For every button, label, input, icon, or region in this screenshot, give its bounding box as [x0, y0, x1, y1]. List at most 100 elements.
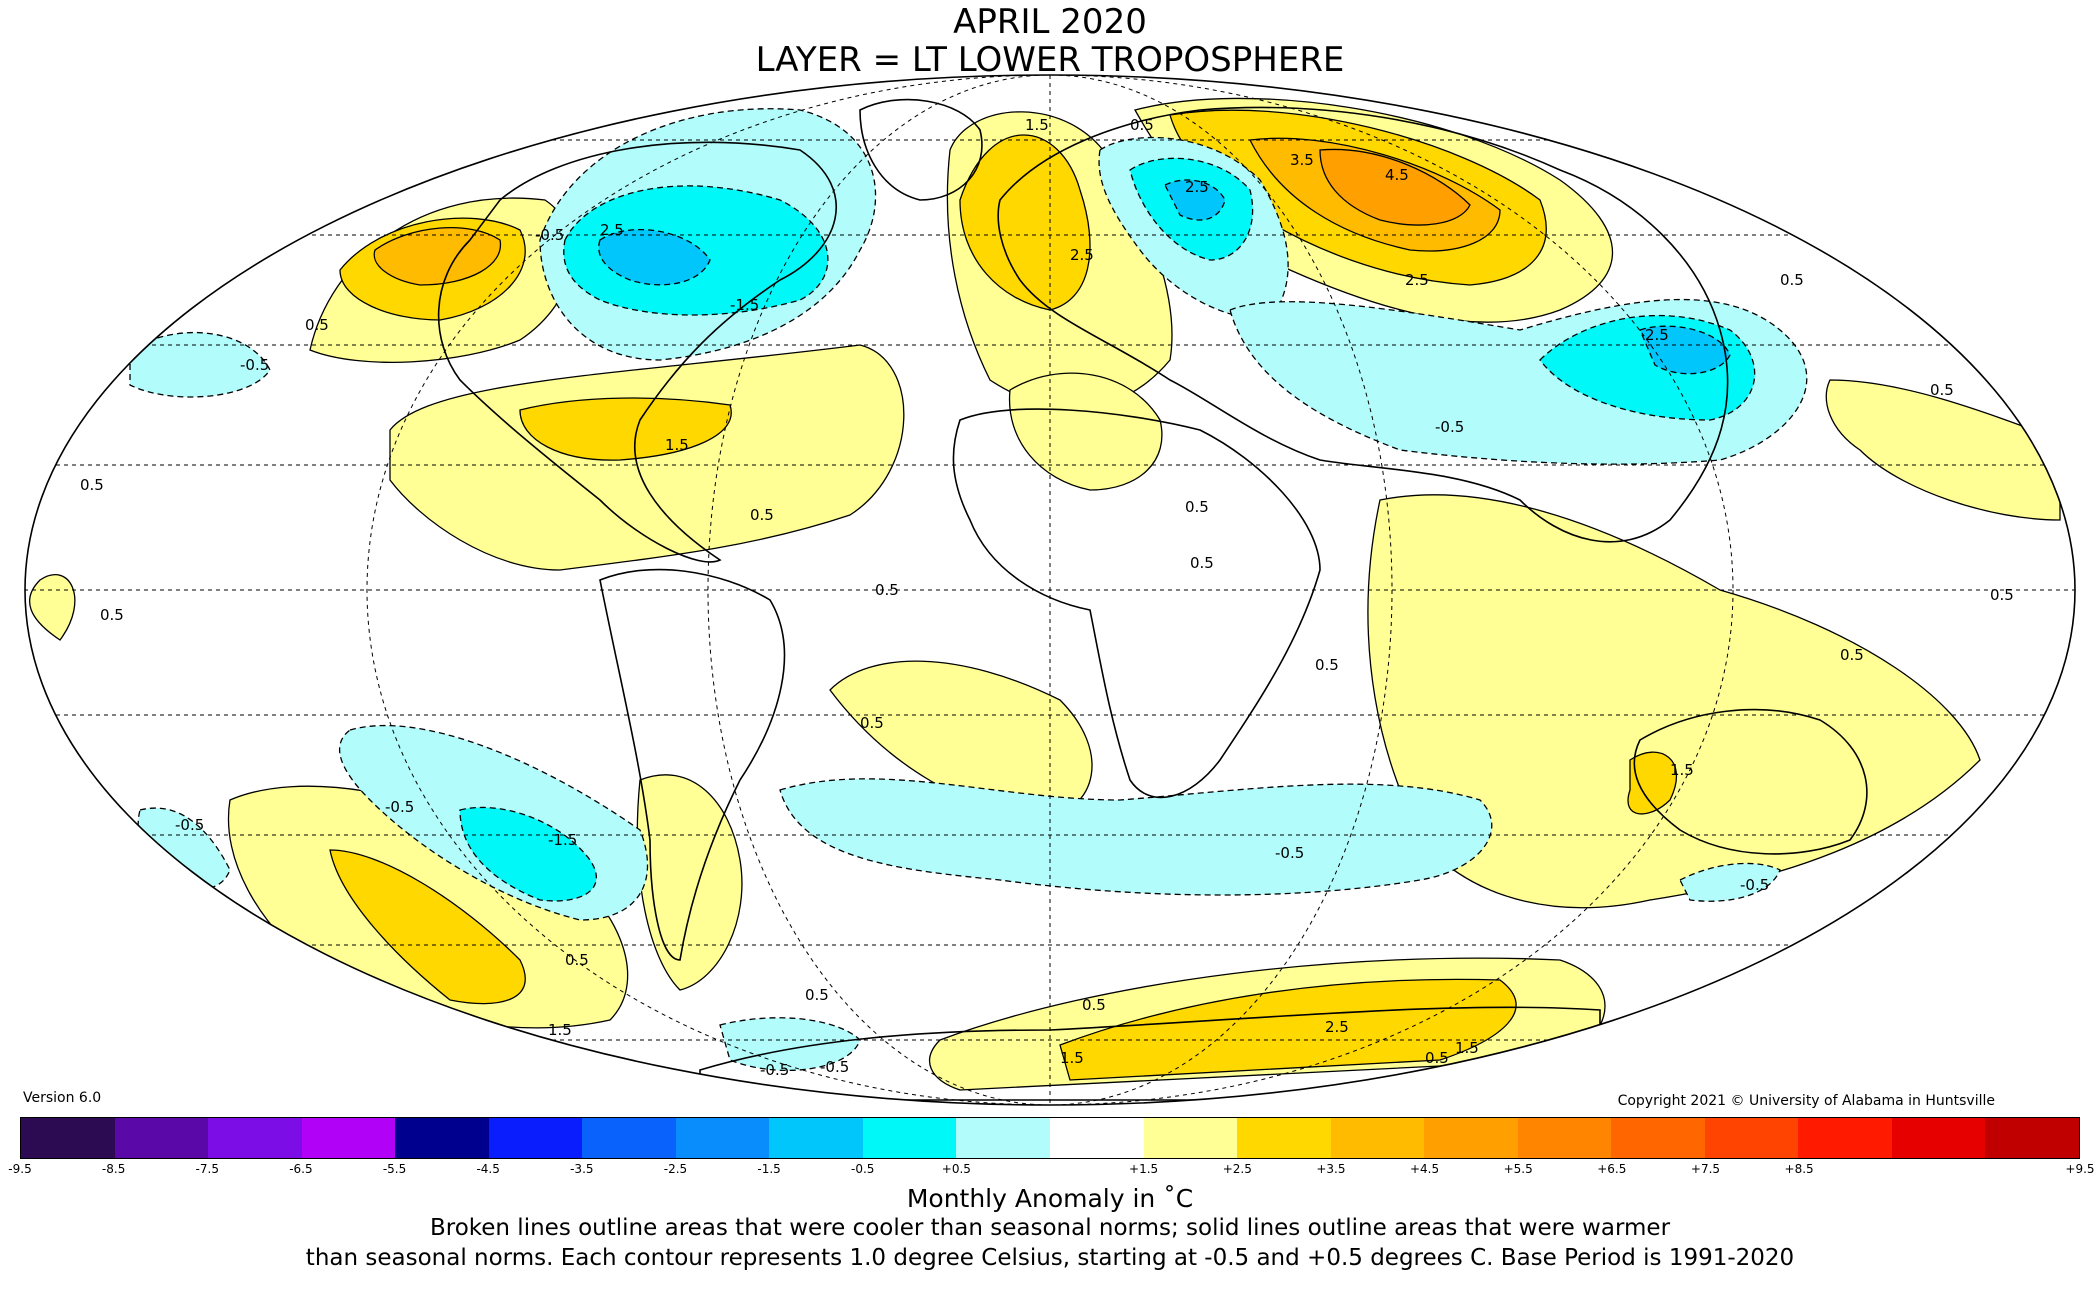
colorbar-tick-label: -1.5 — [757, 1162, 781, 1176]
continent-outlines — [437, 98, 1868, 1101]
colorbar-swatch — [675, 1118, 770, 1158]
colorbar-swatch — [1611, 1118, 1705, 1158]
contour-label: -0.5 — [820, 1058, 849, 1076]
warm-area-south-atlantic — [829, 660, 1093, 821]
contour-label: 0.5 — [1315, 656, 1339, 674]
meridian-ellipse — [366, 75, 1734, 1105]
colorbar-swatch — [1237, 1118, 1331, 1158]
contour-label: 1.5 — [665, 436, 689, 454]
contour-label: -0.5 — [760, 1061, 789, 1079]
colorbar-swatch — [1330, 1118, 1425, 1158]
contour-label: 0.5 — [1185, 498, 1209, 516]
cool-area-south-pacific-core — [459, 806, 597, 902]
map-border — [24, 74, 2076, 1106]
cool-area-north-pacific — [129, 332, 271, 398]
map-title: APRIL 2020 — [953, 2, 1147, 42]
warm-area-west-pacific — [1825, 379, 2061, 521]
colorbar-swatch — [1891, 1118, 1986, 1158]
colorbar — [20, 1117, 2080, 1159]
contour-label: 0.5 — [750, 506, 774, 524]
colorbar-swatch — [208, 1118, 302, 1158]
contour-label: 0.5 — [1190, 554, 1214, 572]
coastline-greenland — [859, 98, 983, 201]
contour-label: 0.5 — [860, 714, 884, 732]
warm-area-central-pacific — [29, 574, 76, 641]
warm-area-south-america — [636, 774, 743, 991]
cool-area-tasman — [1679, 862, 1781, 902]
cool-area-baltic-core — [1164, 179, 1226, 221]
contour-label: 2.5 — [1325, 1018, 1349, 1036]
contour-label: 0.5 — [80, 476, 104, 494]
contour-labels: 0.5 1.5 2.5 3.5 4.5 2.5 0.5 0.5 0.5 0.5 … — [80, 116, 2014, 1079]
caption-line-1: Broken lines outline areas that were coo… — [429, 1215, 1671, 1241]
contour-label: 0.5 — [565, 951, 589, 969]
contour-label: 2.5 — [600, 221, 624, 239]
contour-label: -0.5 — [175, 816, 204, 834]
copyright-label: Copyright 2021 © University of Alabama i… — [1617, 1093, 1995, 1109]
cool-areas-level3 — [598, 179, 1731, 375]
map-subtitle: LAYER = LT LOWER TROPOSPHERE — [755, 40, 1345, 80]
contour-label: 0.5 — [1990, 586, 2014, 604]
warm-area-antarctic-core — [1059, 978, 1517, 1081]
contour-label: 0.5 — [1130, 116, 1154, 134]
colorbar-swatch — [301, 1118, 396, 1158]
colorbar-ticks: -9.5 -8.5 -7.5 -6.5 -5.5 -4.5 -3.5 -2.5 -1.5 -0.5… — [8, 1162, 2094, 1182]
contour-label: 0.5 — [1082, 996, 1106, 1014]
colorbar-tick-label: -0.5 — [851, 1162, 875, 1176]
contour-label: -0.5 — [1435, 418, 1464, 436]
colorbar-swatch — [1704, 1118, 1799, 1158]
version-label: Version 6.0 — [23, 1090, 102, 1106]
colorbar-swatch — [1050, 1118, 1144, 1158]
colorbar-tick-label: -2.5 — [663, 1162, 688, 1176]
contour-label: 0.5 — [1840, 646, 1864, 664]
contour-label: 1.5 — [548, 1021, 572, 1039]
contour-label: 3.5 — [1290, 151, 1314, 169]
contour-label: -0.5 — [385, 798, 414, 816]
colorbar-swatch — [488, 1118, 583, 1158]
contour-label: -0.5 — [1275, 844, 1304, 862]
contour-label: 2.5 — [1070, 246, 1094, 264]
meridian-ellipse — [707, 75, 1393, 1105]
colorbar-swatch — [1517, 1118, 1612, 1158]
contour-label: 1.5 — [1025, 116, 1049, 134]
coastline-eurasia — [997, 106, 1729, 543]
warm-area-north-africa — [1008, 372, 1163, 491]
colorbar-swatch — [1424, 1118, 1518, 1158]
caption-line-2: than seasonal norms. Each contour repres… — [305, 1245, 1795, 1271]
contour-label: 0.5 — [1930, 381, 1954, 399]
colorbar-tick-label: -5.5 — [382, 1162, 407, 1176]
coastline-africa — [952, 408, 1321, 799]
colorbar-swatch — [862, 1118, 957, 1158]
colorbar-tick-label: -4.5 — [476, 1162, 500, 1176]
contour-label: 2.5 — [1185, 178, 1209, 196]
warm-area-southern-ocean-core — [329, 849, 526, 1005]
warm-area-europe-core — [959, 134, 1091, 311]
colorbar-tick-label: -8.5 — [101, 1162, 126, 1176]
contour-label: 0.5 — [305, 316, 329, 334]
contour-label: -0.5 — [1740, 876, 1769, 894]
warm-area-caribbean — [519, 397, 732, 461]
contour-label: 1.5 — [1670, 761, 1694, 779]
contour-label: 0.5 — [1780, 271, 1804, 289]
colorbar-swatch — [769, 1118, 863, 1158]
cool-area-south-atlantic-indian — [779, 778, 1493, 896]
contour-label: 2.5 — [1645, 326, 1669, 344]
coastline-north-america — [437, 141, 837, 563]
contour-label: 4.5 — [1385, 166, 1409, 184]
contour-label: 0.5 — [1425, 1049, 1449, 1067]
contour-label: 1.5 — [1060, 1049, 1084, 1067]
coastline-antarctica — [699, 1006, 1601, 1101]
colorbar-units: Monthly Anomaly in ˚C — [906, 1184, 1194, 1213]
colorbar-tick-label: +4.5 — [1409, 1162, 1440, 1176]
contour-label: -1.5 — [730, 296, 759, 314]
colorbar-swatch — [1798, 1118, 1892, 1158]
coastline-australia — [1633, 708, 1868, 855]
colorbar-tick-label: -9.5 — [8, 1162, 32, 1176]
coastline-south-america — [599, 568, 786, 961]
colorbar-tick-label: +6.5 — [1597, 1162, 1627, 1176]
colorbar-tick-label: +5.5 — [1503, 1162, 1533, 1176]
graticule — [25, 75, 2075, 1105]
colorbar-swatch — [956, 1118, 1051, 1158]
cool-area-hudson-core — [598, 228, 711, 286]
map-body: 0.5 1.5 2.5 3.5 4.5 2.5 0.5 0.5 0.5 0.5 … — [25, 75, 2075, 1105]
